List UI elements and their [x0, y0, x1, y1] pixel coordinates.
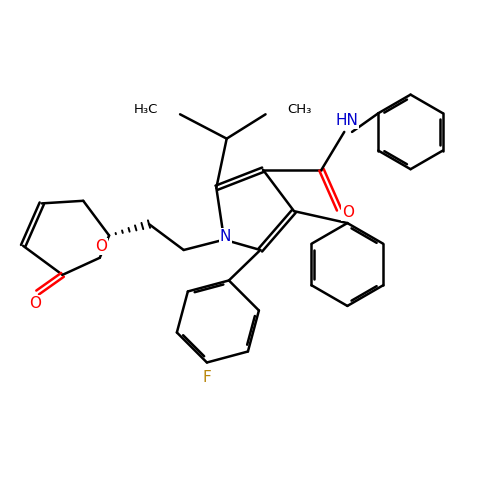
- Text: CH₃: CH₃: [288, 102, 312, 116]
- Text: N: N: [220, 228, 231, 244]
- Text: O: O: [29, 296, 41, 312]
- Text: O: O: [95, 239, 107, 254]
- Text: H₃C: H₃C: [134, 102, 158, 116]
- Text: HN: HN: [336, 113, 358, 128]
- Text: F: F: [202, 370, 211, 384]
- Text: O: O: [342, 204, 354, 220]
